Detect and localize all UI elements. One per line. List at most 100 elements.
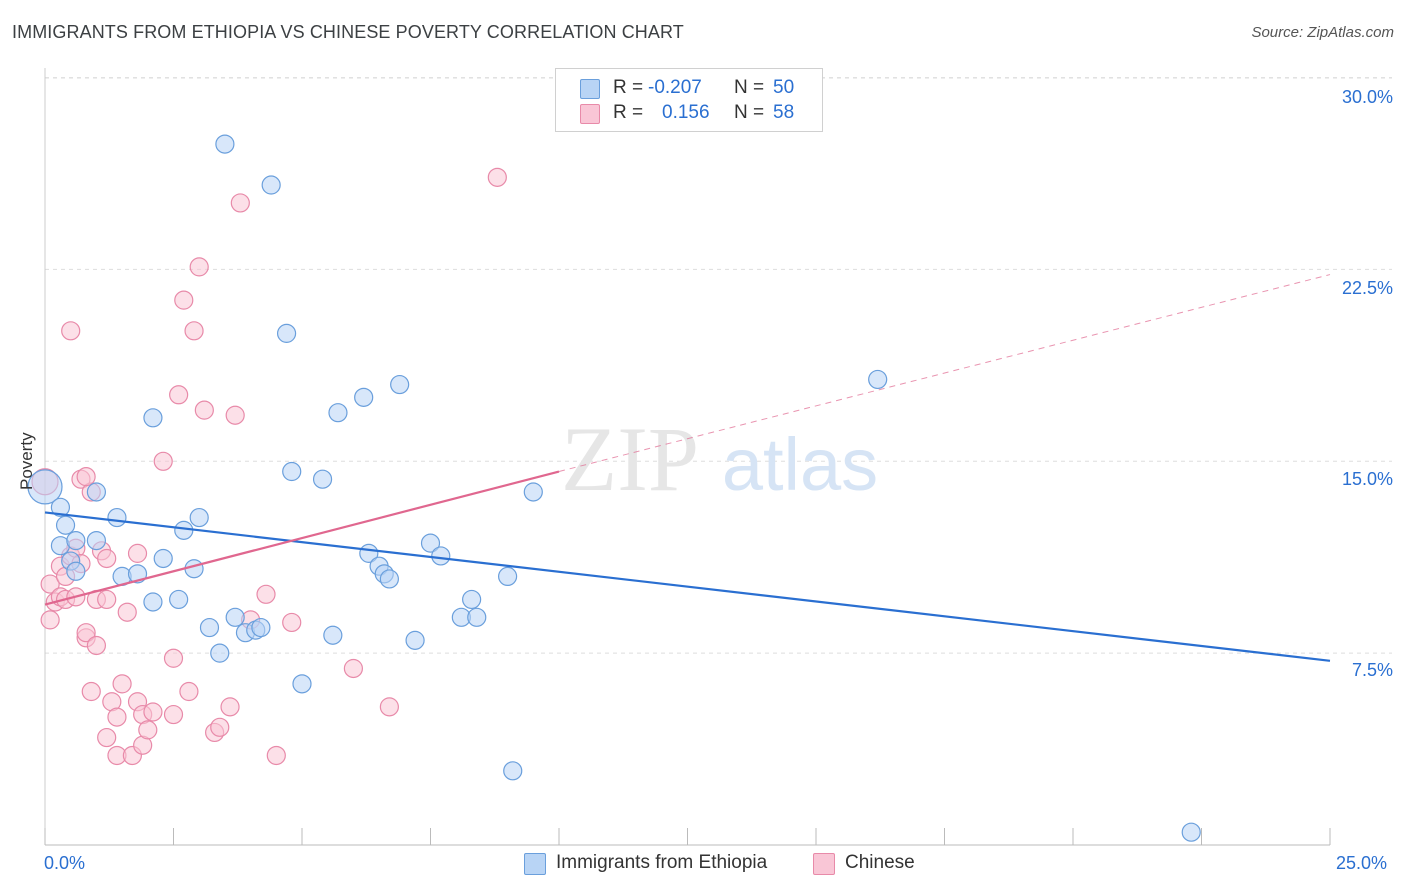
ethiopia-point-1 [50,497,71,517]
ethiopia-point-42 [462,589,482,610]
watermark: ZIP atlas [561,408,878,510]
legend-n-value: 58 [773,102,795,123]
chinese-point-48 [256,584,276,604]
y-tick-label-22-5: 22.5% [1341,278,1393,298]
watermark-zip: ZIP [561,408,699,510]
chinese-point-21 [97,548,117,569]
legend-n-value: 50 [773,77,795,98]
ethiopia-point-46 [523,482,543,502]
chinese-point-39 [184,321,204,341]
chinese-point-34 [153,451,173,471]
chinese-point-23 [107,707,127,727]
legend-n-label: N = [734,102,765,123]
chinese-point-43 [210,717,230,737]
chinese-point-14 [76,623,96,643]
ethiopia-point-40 [431,546,451,566]
chinese-point-40 [189,257,209,277]
ethiopia-point-17 [189,507,209,528]
chinese-point-44 [220,697,240,717]
bottom-legend-swatch-chinese [813,853,835,875]
bottom-legend-label-chinese: Chinese [845,852,915,873]
ethiopia-point-19 [210,643,230,663]
ethiopia-point-29 [312,469,333,489]
legend-n-label: N = [734,77,765,98]
trend-line-chinese-extrapolated [558,274,1331,473]
y-tick-label-7-5: 7.5% [1351,660,1393,680]
y-axis-label: Poverty [17,432,36,490]
bottom-legend-swatch-ethiopia [524,853,546,875]
chinese-point-45 [225,405,245,425]
ethiopia-point-43 [467,607,487,627]
ethiopia-point-7 [86,482,107,502]
x-tick-label-min: 0.0% [44,853,86,873]
chinese-point-29 [127,543,148,563]
legend-r-value: 0.156 [662,102,710,123]
y-tick-label-30: 30.0% [1341,87,1393,107]
chinese-point-18 [86,635,107,656]
chinese-point-46 [230,193,250,213]
chinese-point-16 [81,681,101,702]
chinese-point-2 [40,610,60,630]
legend-r-label: R = [613,102,644,123]
x-tick-label-max: 25.0% [1336,853,1388,873]
ethiopia-point-27 [282,461,302,482]
ethiopia-point-14 [169,589,189,610]
chinese-point-57 [487,167,507,187]
legend-r-value: -0.207 [648,77,702,98]
ethiopia-point-23 [251,617,271,638]
ethiopia-point-0 [27,469,63,505]
chinese-point-37 [174,290,194,310]
series-chinese [31,167,507,766]
chinese-point-51 [343,658,363,679]
ethiopia-point-39 [420,533,441,553]
ethiopia-point-2 [55,515,76,535]
trend-line-chinese [44,470,560,606]
bottom-legend-label-ethiopia: Immigrants from Ethiopia [556,852,768,873]
ethiopia-point-8 [86,530,107,551]
chinese-point-49 [266,745,286,766]
ethiopia-point-32 [354,387,374,407]
ethiopia-point-38 [405,630,425,650]
chinese-point-25 [112,674,132,694]
chinese-point-53 [163,648,184,668]
axes [44,68,1331,846]
chinese-point-54 [76,467,96,487]
ethiopia-point-12 [143,592,163,612]
legend-swatch-ethiopia [580,79,600,99]
ethiopia-point-15 [174,520,194,540]
ethiopia-point-44 [498,566,518,587]
watermark-atlas: atlas [722,423,878,506]
ethiopia-point-26 [276,323,297,343]
chinese-point-56 [97,589,117,610]
ethiopia-point-47 [868,369,888,390]
chinese-point-33 [143,702,163,722]
ethiopia-point-31 [328,403,348,423]
ethiopia-point-36 [379,569,399,589]
ethiopia-point-28 [292,674,312,694]
chinese-point-50 [282,612,302,633]
ethiopia-point-49 [143,408,163,428]
chinese-point-41 [194,400,214,420]
legend-swatch-chinese [580,104,600,124]
y-tick-label-15: 15.0% [1341,469,1393,489]
ethiopia-point-18 [199,617,220,638]
ethiopia-point-9 [107,507,127,528]
grid-lines [45,77,1392,654]
trend-line-ethiopia [44,511,1331,662]
series-ethiopia [27,134,1201,842]
ethiopia-point-30 [323,625,343,645]
chinese-point-20 [97,727,117,748]
ethiopia-point-13 [153,548,173,569]
chinese-point-32 [138,720,158,740]
ethiopia-point-45 [503,761,523,781]
ethiopia-point-37 [390,374,410,395]
ethiopia-point-4 [66,530,86,551]
legend-r-label: R = [613,77,644,98]
trend-lines [44,274,1331,662]
chinese-point-52 [379,697,399,717]
source-label: Source: ZipAtlas.com [1251,24,1394,41]
chinese-point-1 [40,574,60,594]
ethiopia-point-25 [261,175,281,195]
chinese-point-8 [61,321,81,341]
